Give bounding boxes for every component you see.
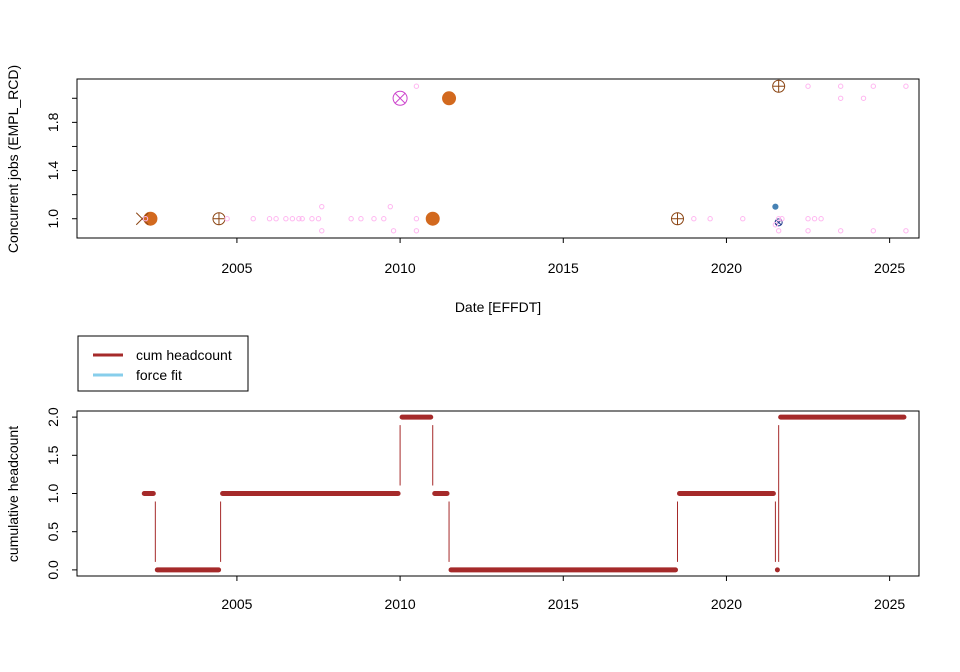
legend-label-force-fit: force fit bbox=[136, 367, 182, 383]
pink-open-circle-point bbox=[224, 216, 230, 222]
pink-open-circle-point bbox=[775, 216, 782, 222]
steel-blue-point bbox=[772, 203, 779, 210]
pink-open-circle-point bbox=[837, 83, 844, 89]
pink-open-circle-point bbox=[319, 203, 325, 210]
pink-open-circle-point bbox=[348, 216, 354, 222]
x-tick-label: 2020 bbox=[711, 596, 742, 612]
pink-open-circle-point bbox=[413, 216, 420, 222]
y-tick-label: 1.0 bbox=[45, 484, 61, 504]
x-tick-label: 2010 bbox=[385, 596, 416, 612]
x-tick-label: 2005 bbox=[221, 260, 252, 276]
x-tick-label: 2020 bbox=[711, 260, 742, 276]
pink-open-circle-point bbox=[142, 216, 149, 222]
pink-open-circle-point bbox=[805, 228, 811, 234]
pink-open-circle-point bbox=[691, 216, 697, 222]
bottom-step-panel: 2005 2010 2015 2020 2025 0.0 0.5 1.0 1.5 2.0 cum… bbox=[5, 407, 920, 612]
cross-point-b bbox=[135, 212, 149, 226]
pink-open-circle-point bbox=[289, 216, 296, 222]
bottom-y-axis: 0.0 0.5 1.0 1.5 2.0 bbox=[45, 407, 77, 580]
y-tick-label: 0.5 bbox=[45, 522, 61, 542]
x-tick-label: 2015 bbox=[548, 596, 579, 612]
bottom-plot-frame bbox=[76, 410, 920, 577]
bottom-x-axis: 2005 2010 2015 2020 2025 bbox=[221, 576, 905, 612]
legend-label-cum-headcount: cum headcount bbox=[136, 347, 232, 363]
top-scatter-points bbox=[135, 79, 909, 234]
legend-box bbox=[77, 335, 249, 392]
pink-open-circle-point bbox=[299, 216, 305, 222]
pink-open-circle-point bbox=[315, 216, 322, 222]
top-x-axis-label: Date [EFFDT] bbox=[455, 299, 541, 315]
orange-filled-point bbox=[425, 211, 440, 226]
cum-headcount-series bbox=[141, 414, 907, 573]
y-tick-label: 1.0 bbox=[45, 209, 61, 229]
bottom-y-axis-label: cumulative headcount bbox=[5, 426, 21, 562]
pink-open-circle-point bbox=[390, 228, 397, 234]
pink-open-circle-point bbox=[371, 216, 377, 222]
top-y-axis: 1.0 1.4 1.8 bbox=[45, 97, 77, 229]
top-scatter-panel: 2005 2010 2015 2020 2025 1.0 1.4 1.8 Date [EFF… bbox=[5, 65, 920, 315]
x-tick-label: 2010 bbox=[385, 260, 416, 276]
top-x-axis: 2005 2010 2015 2020 2025 bbox=[221, 238, 905, 276]
top-plot-frame bbox=[76, 78, 920, 239]
x-tick-label: 2005 bbox=[221, 596, 252, 612]
pink-open-circle-point bbox=[903, 83, 909, 89]
y-tick-label: 2.0 bbox=[45, 407, 61, 427]
pink-open-circle-point bbox=[811, 216, 818, 222]
pink-open-circle-point bbox=[413, 228, 420, 234]
y-tick-label: 0.0 bbox=[45, 560, 61, 580]
pink-open-circle-point bbox=[387, 203, 394, 210]
circle-cross-point bbox=[392, 90, 408, 106]
pink-open-circle-point bbox=[319, 228, 325, 234]
x-tick-label: 2025 bbox=[874, 260, 905, 276]
pink-open-circle-point bbox=[740, 216, 746, 222]
y-tick-label: 1.8 bbox=[45, 112, 61, 132]
orange-filled-point bbox=[143, 211, 158, 226]
pink-open-circle-point bbox=[358, 216, 364, 222]
pink-open-circle-point bbox=[250, 216, 256, 222]
pink-open-circle-point bbox=[870, 228, 877, 234]
pink-open-circle-point bbox=[273, 216, 279, 222]
pink-open-circle-point bbox=[309, 216, 315, 222]
circle-cross-point-b bbox=[394, 92, 406, 104]
pink-open-circle-point bbox=[903, 228, 909, 234]
pink-open-circle-point bbox=[805, 216, 811, 222]
pink-open-circle-point bbox=[775, 228, 782, 234]
pink-open-circle-point bbox=[837, 95, 844, 101]
y-tick-label: 1.4 bbox=[45, 161, 61, 181]
legend: cum headcount force fit bbox=[77, 335, 249, 392]
pink-open-circle-point bbox=[779, 216, 785, 222]
pink-open-circle-point bbox=[707, 216, 713, 222]
x-tick-label: 2015 bbox=[548, 260, 579, 276]
pink-open-circle-point bbox=[296, 216, 302, 222]
pink-open-circle-point bbox=[413, 83, 420, 89]
pink-open-circle-point bbox=[381, 216, 387, 222]
pink-open-circle-point bbox=[266, 216, 273, 222]
pink-open-circle-point bbox=[772, 222, 779, 228]
pink-open-circle-point bbox=[818, 216, 824, 222]
pink-open-circle-point bbox=[283, 216, 289, 222]
x-tick-label: 2025 bbox=[874, 596, 905, 612]
pink-open-circle-point bbox=[860, 95, 867, 101]
pink-open-circle-point bbox=[837, 228, 844, 234]
y-tick-label: 1.5 bbox=[45, 445, 61, 465]
top-y-axis-label: Concurrent jobs (EMPL_RCD) bbox=[5, 65, 21, 253]
orange-filled-point bbox=[442, 91, 457, 106]
pink-open-circle-point bbox=[870, 83, 877, 89]
pink-open-circle-point bbox=[805, 83, 811, 89]
